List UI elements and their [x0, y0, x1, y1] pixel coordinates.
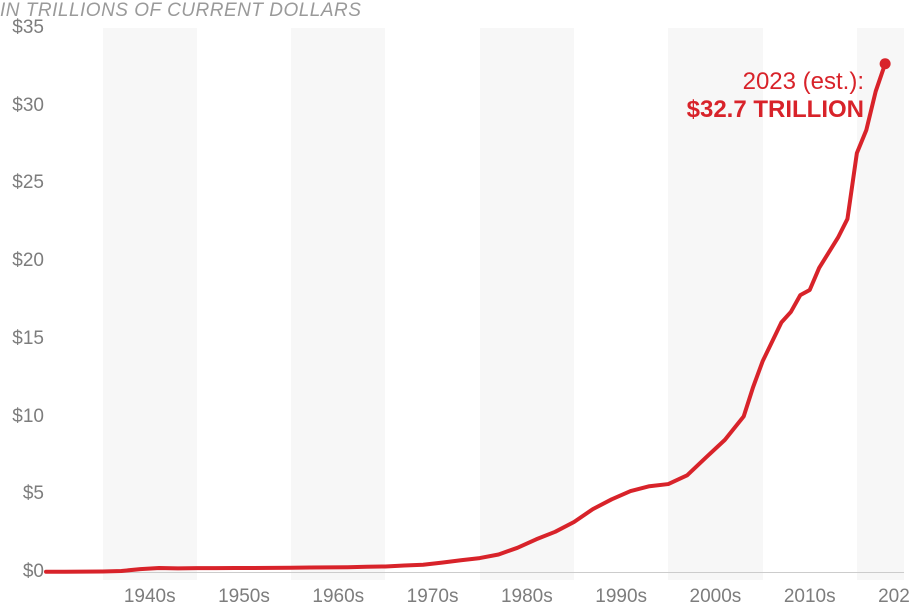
x-tick-label: 2010s	[784, 580, 836, 608]
x-tick-label: 2000s	[690, 580, 742, 608]
y-tick-label: $5	[23, 483, 46, 505]
chart-subtitle: IN TRILLIONS OF CURRENT DOLLARS	[0, 0, 361, 22]
x-tick-label: 1990s	[595, 580, 647, 608]
y-tick-label: $0	[23, 561, 46, 583]
chart-container: IN TRILLIONS OF CURRENT DOLLARS $0$5$10$…	[0, 0, 910, 608]
x-tick-label: 2020s	[878, 580, 910, 608]
x-tick-label: 1940s	[124, 580, 176, 608]
annotation-line2: $32.7 TRILLION	[687, 96, 864, 124]
y-tick-label: $30	[12, 95, 46, 117]
annotation-line1: 2023 (est.):	[687, 68, 864, 96]
y-tick-label: $20	[12, 250, 46, 272]
x-tick-label: 1970s	[407, 580, 459, 608]
y-tick-label: $10	[12, 406, 46, 428]
series-path	[46, 64, 885, 572]
y-tick-label: $35	[12, 17, 46, 39]
x-tick-label: 1950s	[218, 580, 270, 608]
y-tick-label: $15	[12, 328, 46, 350]
y-tick-label: $25	[12, 172, 46, 194]
end-annotation: 2023 (est.): $32.7 TRILLION	[687, 68, 864, 123]
series-end-marker	[880, 58, 891, 69]
plot-area: $0$5$10$15$20$25$30$35 1940s1950s1960s19…	[46, 28, 904, 580]
x-tick-label: 1980s	[501, 580, 553, 608]
x-tick-label: 1960s	[312, 580, 364, 608]
